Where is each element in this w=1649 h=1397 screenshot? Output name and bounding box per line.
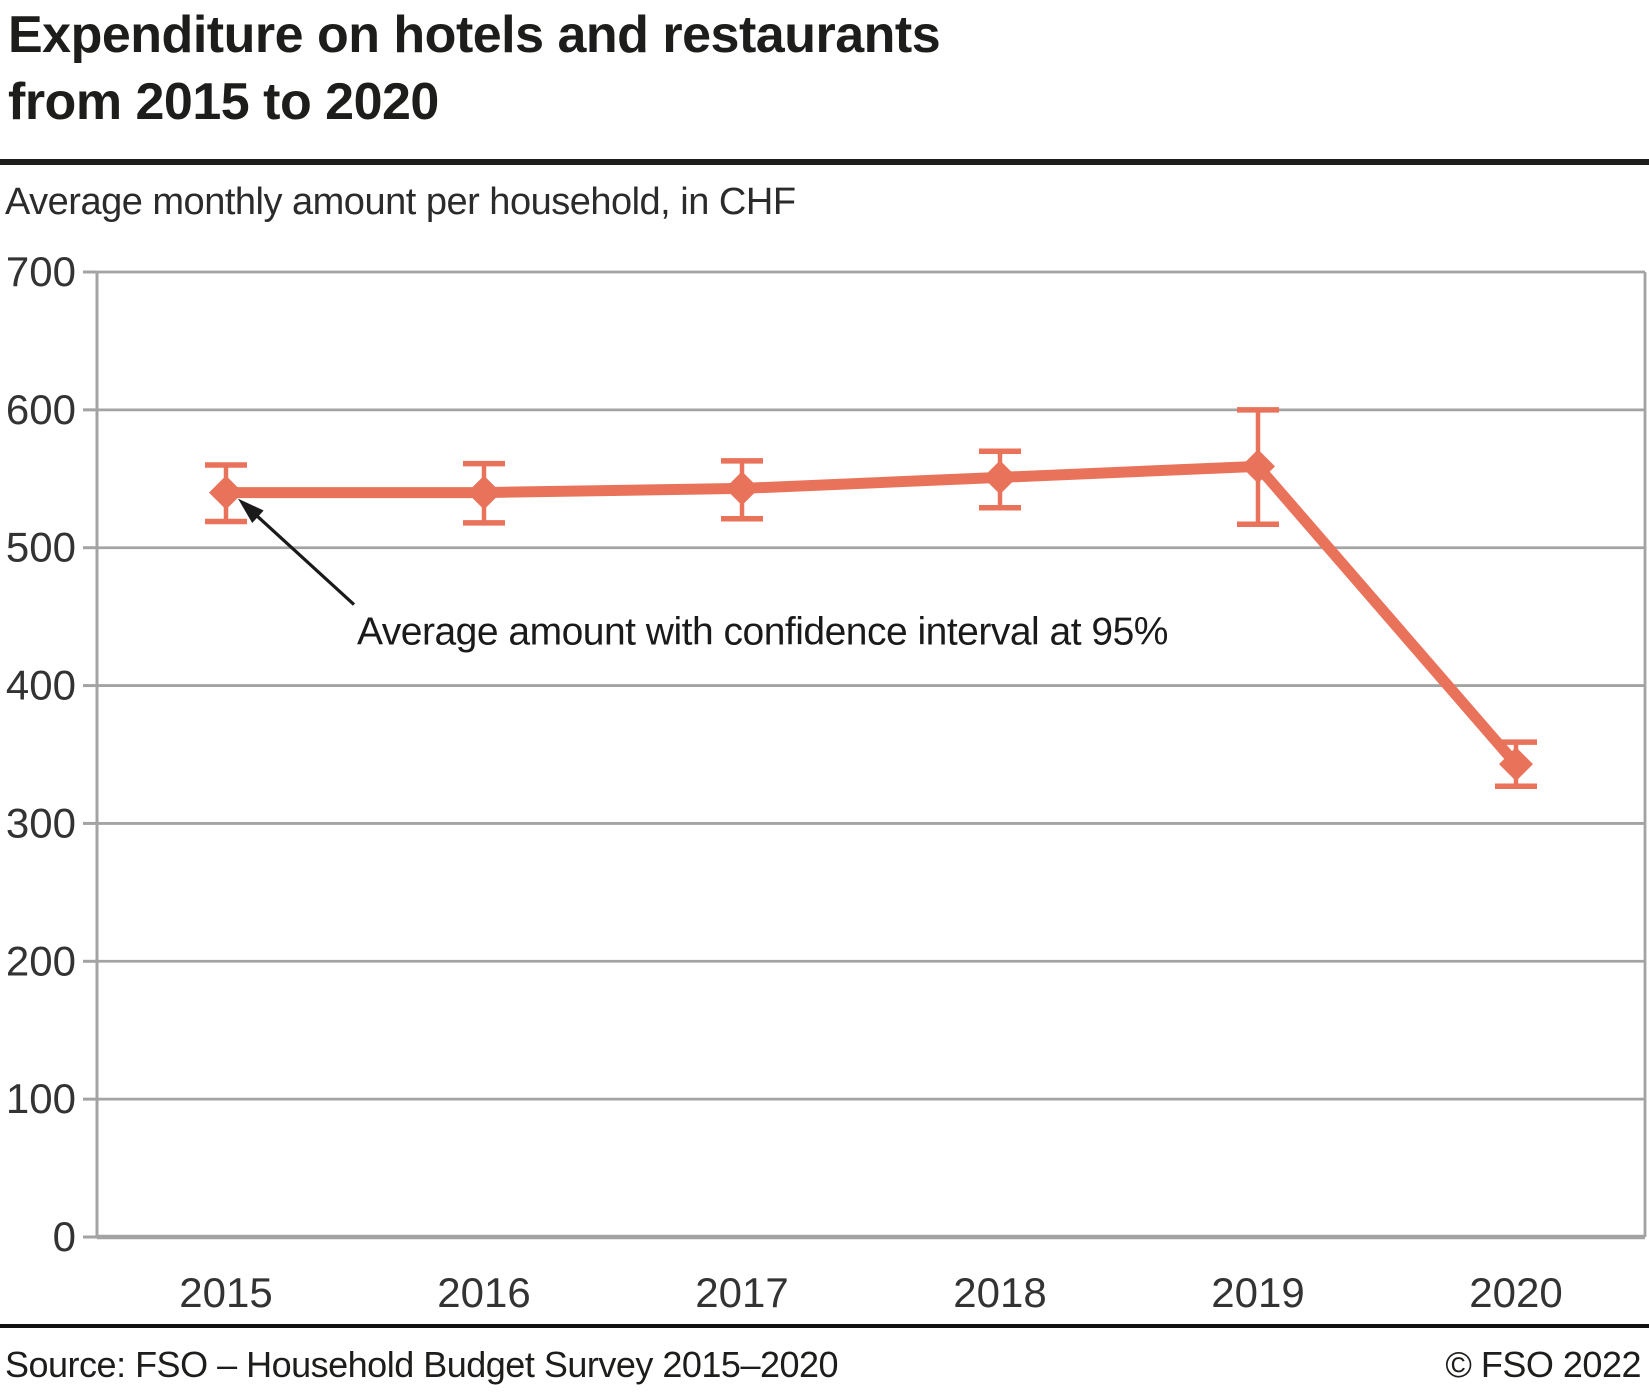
y-tick-label: 100 (6, 1075, 76, 1122)
x-tick-label: 2017 (695, 1269, 788, 1316)
chart-title-line1: Expenditure on hotels and restaurants (8, 6, 941, 64)
data-point-marker (1241, 449, 1275, 484)
y-tick-label: 700 (6, 248, 76, 295)
x-tick-label: 2015 (179, 1269, 272, 1316)
title-divider (0, 159, 1649, 165)
footer-divider (0, 1324, 1649, 1328)
data-line (226, 460, 1521, 768)
data-point-marker (467, 475, 501, 510)
x-tick-label: 2019 (1211, 1269, 1304, 1316)
chart-title-line2: from 2015 to 2020 (8, 73, 439, 131)
data-point-marker (983, 460, 1017, 495)
y-tick-label: 600 (6, 386, 76, 433)
annotation-arrow-head (238, 498, 264, 524)
x-tick-label: 2020 (1469, 1269, 1562, 1316)
footer: Source: FSO – Household Budget Survey 20… (0, 1344, 1649, 1386)
y-tick-label: 500 (6, 524, 76, 571)
annotation-arrow-line (251, 510, 356, 606)
copyright-note: © FSO 2022 (1445, 1344, 1641, 1385)
line-chart: 0 100 200 300 400 500 600 700 2015 2016 2017 2018 20… (6, 248, 1647, 1316)
chart-title: Expenditure on hotels and restaurants fr… (8, 2, 941, 136)
annotation-label: Average amount with confidence interval … (357, 611, 1168, 654)
data-point-marker (209, 475, 243, 510)
x-tick-label: 2016 (437, 1269, 530, 1316)
y-tick-label: 400 (6, 662, 76, 709)
data-point-marker (725, 471, 759, 506)
data-point-marker (1499, 747, 1533, 782)
y-tick-label: 200 (6, 937, 76, 984)
chart-subtitle: Average monthly amount per household, in… (5, 181, 796, 223)
source-note: Source: FSO – Household Budget Survey 20… (5, 1344, 839, 1385)
y-tick-label: 0 (53, 1213, 76, 1260)
y-tick-label: 300 (6, 799, 76, 846)
x-tick-label: 2018 (953, 1269, 1046, 1316)
